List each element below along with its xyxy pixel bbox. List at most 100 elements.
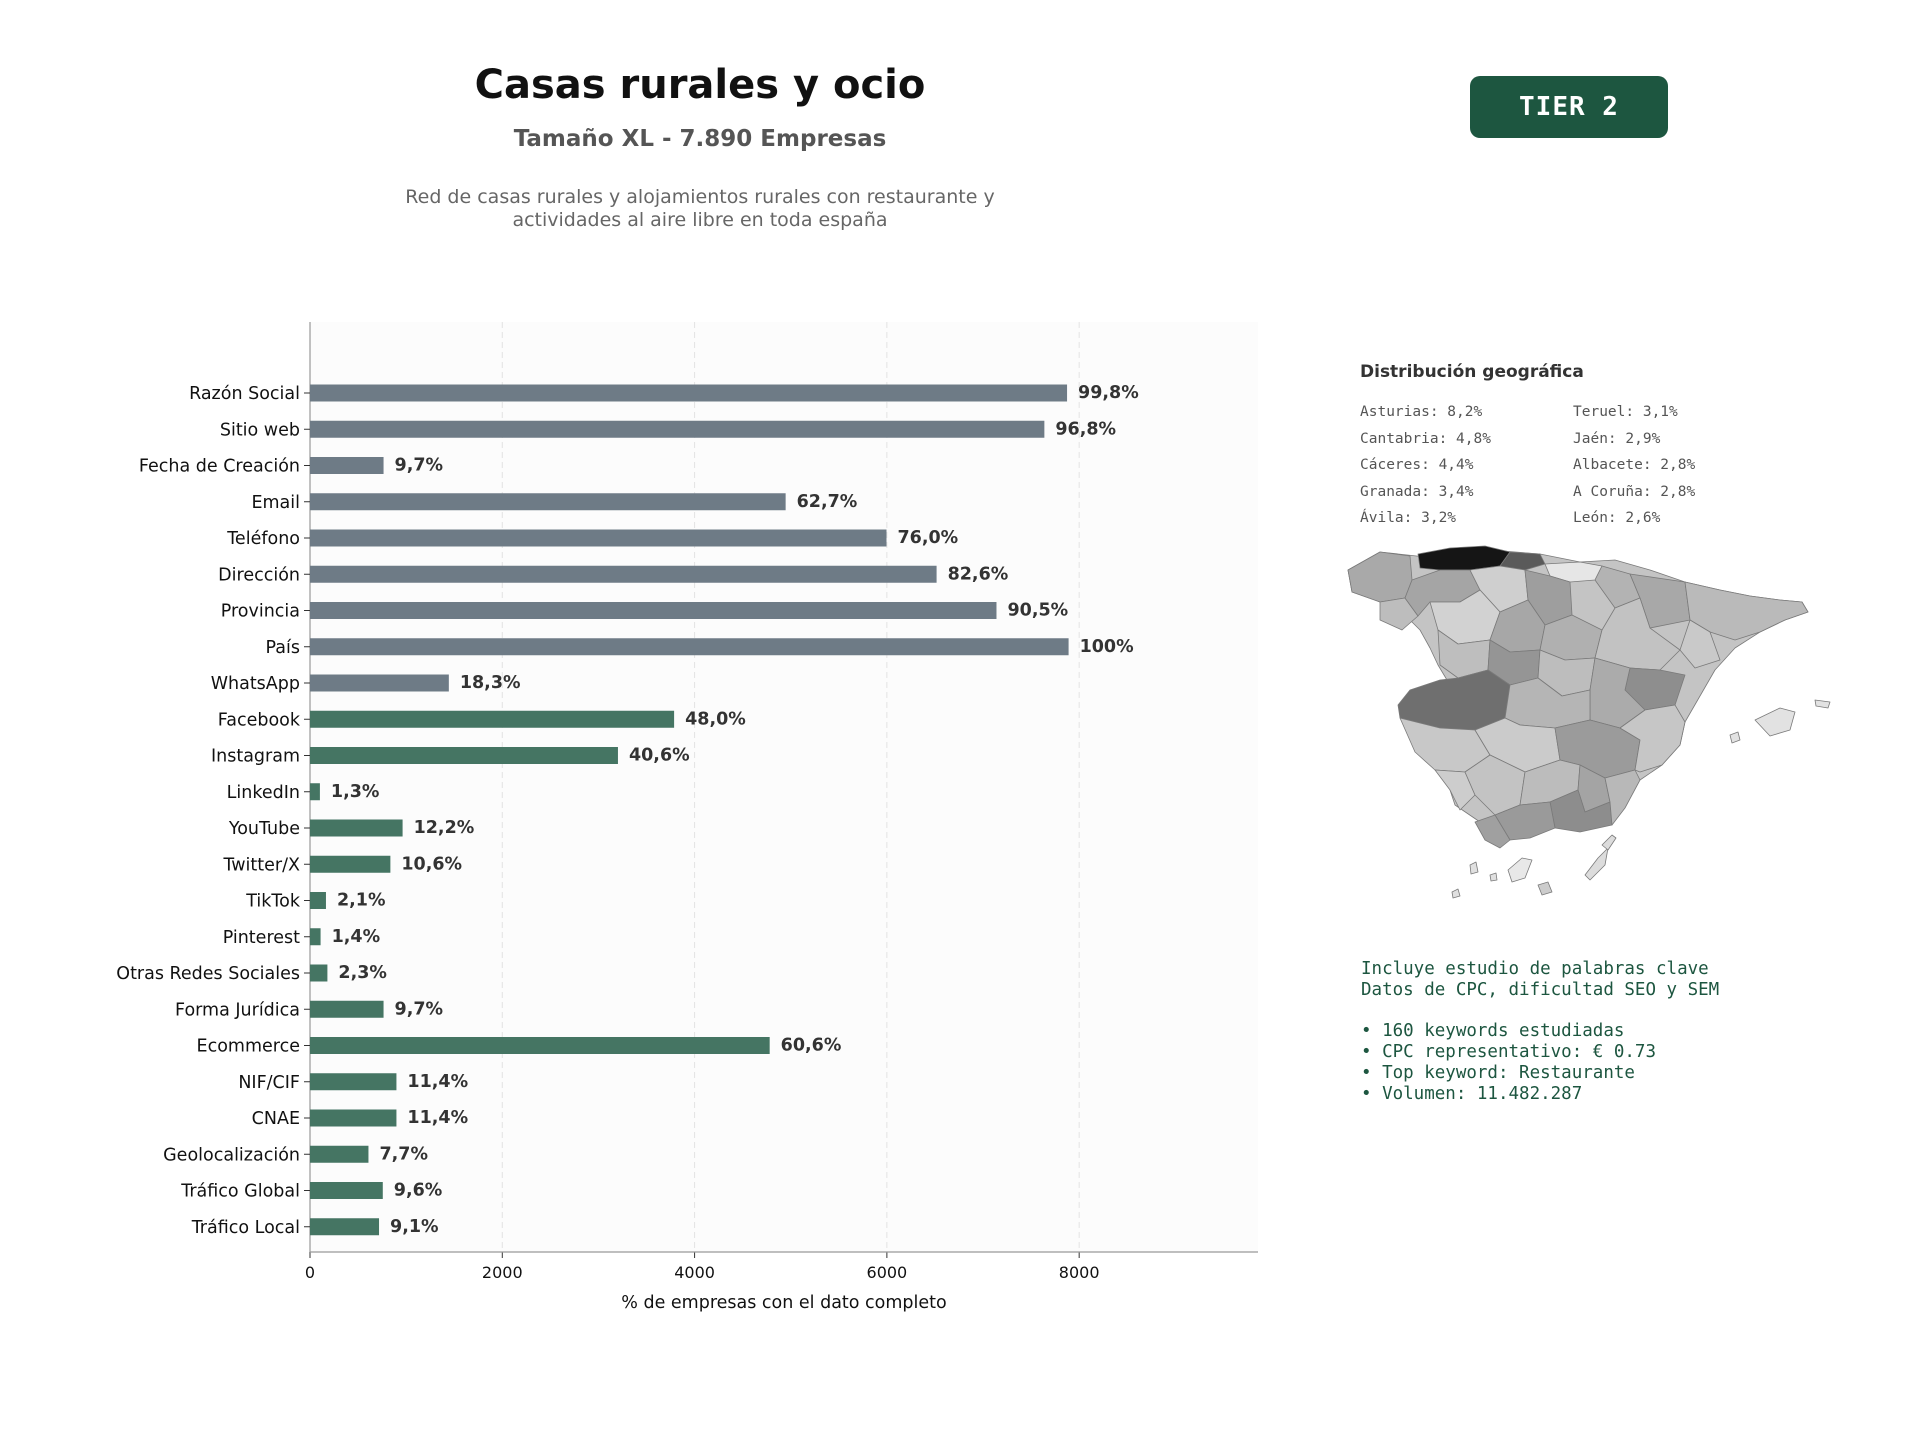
data-label: 62,7% — [797, 492, 858, 512]
x-tick-label: 4000 — [674, 1263, 715, 1282]
geo-distribution-title: Distribución geográfica — [1360, 362, 1584, 382]
bar — [310, 384, 1068, 402]
map-galicia-2 — [1379, 597, 1419, 631]
map-canary-3 — [1507, 857, 1533, 883]
bar — [310, 1218, 380, 1236]
category-label: NIF/CIF — [238, 1073, 300, 1093]
geo-item: Albacete: 2,8% — [1573, 457, 1696, 473]
data-label: 48,0% — [685, 709, 746, 729]
category-label: Email — [251, 493, 300, 513]
map-mallorca — [1754, 707, 1796, 737]
data-label: 9,7% — [395, 999, 444, 1019]
bar — [310, 747, 618, 764]
bar — [310, 1182, 383, 1199]
data-label: 2,3% — [338, 963, 387, 983]
category-label: Ecommerce — [197, 1037, 300, 1057]
map-menorca — [1814, 699, 1831, 709]
category-label: Otras Redes Sociales — [116, 964, 300, 984]
spain-province-map — [1347, 545, 1831, 899]
category-label: YouTube — [228, 819, 300, 839]
map-almeria — [1604, 769, 1641, 826]
completeness-bar-chart: 0 2000 4000 6000 8000 Razón Social 99,8% Sitio … — [116, 322, 1258, 1313]
map-lleida — [1679, 619, 1721, 669]
data-label: 12,2% — [414, 818, 475, 838]
geo-item: Jaén: 2,9% — [1573, 430, 1661, 447]
map-canary-4 — [1537, 881, 1553, 896]
map-canary-2 — [1489, 872, 1498, 882]
keyword-line-1: Incluye estudio de palabras clave — [1361, 959, 1709, 979]
data-label: 90,5% — [1007, 601, 1068, 621]
description-line-2: actividades al aire libre en toda españa — [512, 209, 888, 231]
plot-background — [310, 322, 1258, 1252]
category-label: Provincia — [221, 602, 300, 622]
keyword-bullet: • 160 keywords estudiadas — [1361, 1021, 1625, 1041]
bar — [310, 493, 786, 511]
category-label: Razón Social — [189, 384, 300, 404]
keyword-bullet: • Top keyword: Restaurante — [1361, 1063, 1635, 1083]
category-label: Tráfico Local — [191, 1218, 300, 1238]
geo-item: León: 2,6% — [1573, 510, 1661, 526]
data-label: 10,6% — [401, 854, 462, 874]
keyword-bullet: • CPC representativo: € 0.73 — [1361, 1042, 1657, 1062]
category-label: Teléfono — [226, 529, 300, 549]
bar — [310, 420, 1045, 438]
category-label: LinkedIn — [227, 783, 300, 803]
map-canary-1 — [1469, 861, 1479, 875]
geo-item: Ávila: 3,2% — [1360, 510, 1457, 526]
bar — [310, 1145, 369, 1163]
data-label: 99,8% — [1078, 383, 1139, 403]
geo-item: Asturias: 8,2% — [1360, 404, 1483, 420]
bar — [310, 892, 326, 909]
bar — [310, 819, 403, 837]
category-label: Instagram — [211, 747, 300, 767]
data-label: 11,4% — [407, 1108, 468, 1128]
map-cadiz — [1474, 814, 1511, 849]
category-label: Tráfico Global — [180, 1182, 300, 1202]
bar — [310, 529, 887, 547]
map-canary-5 — [1584, 847, 1609, 881]
bar — [310, 602, 997, 619]
bar — [310, 928, 321, 946]
category-label: Pinterest — [223, 928, 300, 948]
category-label: Fecha de Creación — [139, 457, 300, 477]
geo-item: A Coruña: 2,8% — [1573, 483, 1696, 500]
keyword-bullet: • Volumen: 11.482.287 — [1361, 1084, 1583, 1104]
category-label: WhatsApp — [211, 674, 300, 694]
map-huelva — [1434, 769, 1476, 811]
geo-list-left: Asturias: 8,2% Cantabria: 4,8% Cáceres: … — [1360, 399, 1491, 532]
bar — [310, 783, 320, 801]
data-label: 11,4% — [407, 1072, 468, 1092]
geo-item: Cáceres: 4,4% — [1360, 457, 1474, 473]
description-line-1: Red de casas rurales y alojamientos rura… — [405, 186, 995, 208]
data-label: 96,8% — [1055, 419, 1116, 439]
bar — [310, 1109, 397, 1127]
map-cantabria — [1499, 551, 1546, 571]
keyword-line-2: Datos de CPC, dificultad SEO y SEM — [1361, 980, 1720, 1000]
category-label: País — [266, 638, 300, 658]
data-label: 7,7% — [379, 1144, 428, 1164]
bar — [310, 855, 391, 873]
data-label: 1,3% — [331, 782, 380, 802]
x-tick-label: 8000 — [1059, 1263, 1100, 1282]
category-label: TikTok — [245, 892, 301, 912]
data-label: 2,1% — [337, 891, 386, 911]
data-label: 9,7% — [395, 456, 444, 476]
bar — [310, 457, 384, 474]
map-valencia — [1619, 704, 1686, 773]
data-label: 76,0% — [897, 528, 958, 548]
x-tick-label: 2000 — [482, 1263, 523, 1282]
category-label: Facebook — [218, 710, 301, 730]
category-label: Sitio web — [220, 420, 300, 440]
page-description: Red de casas rurales y alojamientos rura… — [300, 186, 1100, 232]
map-caceres — [1397, 669, 1511, 731]
x-axis-title: % de empresas con el dato completo — [621, 1293, 946, 1313]
data-label: 9,6% — [394, 1181, 443, 1201]
data-label: 18,3% — [460, 673, 521, 693]
map-galicia — [1347, 551, 1413, 603]
geo-item: Cantabria: 4,8% — [1360, 430, 1491, 447]
category-label: Geolocalización — [163, 1145, 300, 1165]
keyword-study-box: Incluye estudio de palabras clave Datos … — [1361, 959, 1719, 1105]
x-tick-label: 6000 — [867, 1263, 908, 1282]
bar — [310, 565, 937, 583]
tier-badge: TIER 2 — [1470, 76, 1668, 138]
